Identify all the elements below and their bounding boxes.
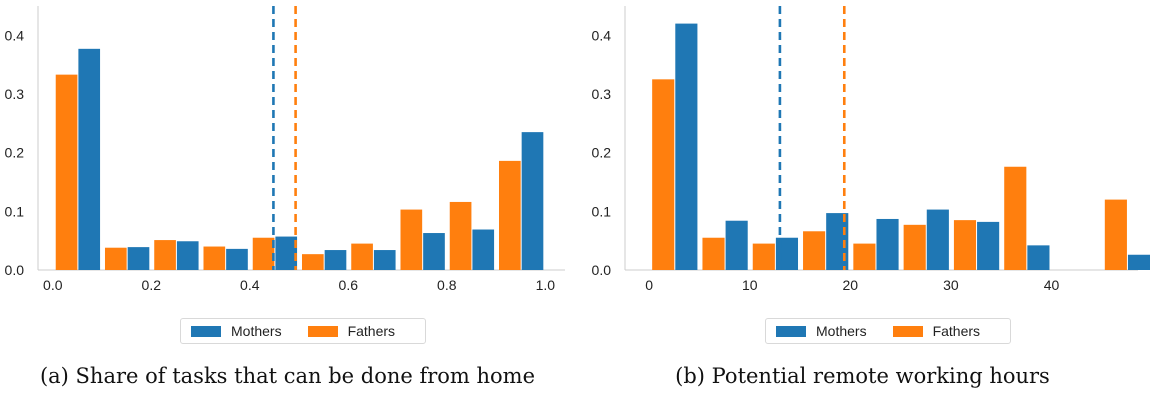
legend-b: Mothers Fathers: [765, 318, 1011, 344]
bar-mothers: [675, 23, 698, 270]
mothers-swatch: [776, 325, 806, 337]
fathers-swatch: [892, 325, 923, 337]
bar-mothers: [226, 248, 248, 270]
bar-fathers: [499, 160, 521, 270]
x-tick-label: 0.8: [437, 277, 457, 293]
x-tick-label: 0.6: [339, 277, 359, 293]
bar-mothers: [826, 213, 849, 270]
bar-fathers: [652, 79, 675, 270]
bar-fathers: [903, 224, 926, 270]
y-tick-label: 0.1: [5, 203, 25, 219]
x-tick-label: 0.0: [43, 277, 63, 293]
bar-mothers: [977, 221, 1000, 270]
y-tick-label: 0.4: [5, 27, 25, 43]
bar-fathers: [351, 243, 373, 270]
bar-fathers: [752, 243, 775, 270]
bar-mothers: [472, 229, 495, 270]
bar-mothers: [1127, 254, 1150, 270]
x-tick-label: 0.2: [142, 277, 162, 293]
legend-item-fathers: Fathers: [307, 323, 396, 339]
legend-label-fathers: Fathers: [347, 323, 396, 339]
legend-item-fathers: Fathers: [892, 323, 981, 339]
bar-mothers: [176, 241, 199, 270]
bar-mothers: [127, 247, 150, 270]
bar-mothers: [1027, 245, 1050, 270]
bar-fathers: [803, 231, 826, 270]
mothers-swatch: [191, 325, 221, 337]
bar-mothers: [775, 237, 799, 270]
legend-item-mothers: Mothers: [191, 323, 282, 339]
y-tick-label: 0.4: [592, 27, 612, 43]
bar-mothers: [926, 209, 949, 270]
bar-fathers: [301, 254, 324, 270]
bar-mothers: [373, 250, 396, 270]
x-tick-label: 0: [645, 277, 653, 293]
x-tick-label: 20: [843, 277, 859, 293]
bar-fathers: [154, 240, 176, 270]
bar-mothers: [423, 233, 445, 270]
legend-a: Mothers Fathers: [180, 318, 426, 344]
x-tick-label: 0.4: [240, 277, 260, 293]
x-tick-label: 40: [1044, 277, 1060, 293]
y-tick-label: 0.2: [5, 145, 25, 161]
bar-fathers: [1104, 199, 1127, 270]
legend-label-mothers: Mothers: [816, 323, 867, 339]
legend-item-mothers: Mothers: [776, 323, 867, 339]
legend-label-fathers: Fathers: [932, 323, 981, 339]
y-tick-label: 0.0: [5, 262, 25, 278]
caption-b: (b) Potential remote working hours: [675, 364, 1050, 388]
x-tick-label: 30: [943, 277, 959, 293]
bar-fathers: [1004, 166, 1027, 270]
bar-fathers: [853, 243, 876, 270]
panel-b: 0.0 0.1 0.2 0.3 0.4 0 10 20 30 40 Mothers Fathers…: [575, 0, 1150, 403]
y-tick-label: 0.3: [5, 86, 25, 102]
bar-fathers: [449, 201, 472, 270]
bar-fathers: [55, 74, 78, 270]
chart-a: 0.0 0.1 0.2 0.3 0.4 0.0 0.2 0.4 0.6 0.8 1.0: [5, 6, 565, 293]
bar-fathers: [702, 237, 725, 270]
fathers-swatch: [307, 325, 338, 337]
x-tick-label: 1.0: [536, 277, 556, 293]
caption-a: (a) Share of tasks that can be done from…: [39, 364, 536, 388]
x-tick-label: 10: [742, 277, 758, 293]
bar-fathers: [104, 247, 127, 270]
bar-mothers: [725, 220, 748, 270]
y-tick-label: 0.1: [592, 203, 612, 219]
y-tick-label: 0.2: [592, 145, 612, 161]
bar-mothers: [275, 236, 298, 270]
y-tick-label: 0.0: [592, 262, 612, 278]
bar-fathers: [203, 246, 226, 270]
bar-mothers: [876, 218, 899, 270]
bar-mothers: [78, 48, 101, 271]
chart-b: 0.0 0.1 0.2 0.3 0.4 0 10 20 30 40: [592, 6, 1150, 293]
panel-a: 0.0 0.1 0.2 0.3 0.4 0.0 0.2 0.4 0.6 0.8 1.0 Mother…: [5, 6, 565, 388]
bar-fathers: [400, 209, 423, 270]
bar-mothers: [324, 250, 347, 270]
bar-fathers: [252, 237, 275, 270]
legend-label-mothers: Mothers: [231, 323, 282, 339]
bar-fathers: [953, 220, 977, 270]
y-tick-label: 0.3: [592, 86, 612, 102]
bar-mothers: [521, 132, 544, 270]
